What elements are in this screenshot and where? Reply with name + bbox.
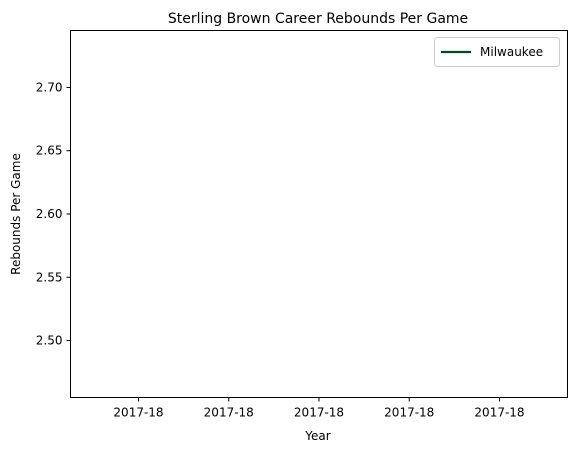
y-tick-label: 2.60 xyxy=(36,207,63,221)
legend-label-milwaukee: Milwaukee xyxy=(480,45,543,59)
x-tick-label: 2017-18 xyxy=(113,406,163,420)
x-tick-label: 2017-18 xyxy=(384,406,434,420)
plot-area xyxy=(70,30,568,398)
x-axis: 2017-18 2017-18 2017-18 2017-18 2017-18 xyxy=(113,397,525,420)
y-tick-label: 2.55 xyxy=(36,270,63,284)
y-axis-label: Rebounds Per Game xyxy=(9,153,23,275)
y-tick-label: 2.65 xyxy=(36,144,63,158)
chart-title: Sterling Brown Career Rebounds Per Game xyxy=(168,11,468,27)
x-tick-label: 2017-18 xyxy=(204,406,254,420)
x-axis-label: Year xyxy=(304,429,330,443)
x-tick-label: 2017-18 xyxy=(474,406,524,420)
y-axis: 2.50 2.55 2.60 2.65 2.70 xyxy=(36,80,71,348)
y-tick-label: 2.50 xyxy=(36,334,63,348)
y-tick-label: 2.70 xyxy=(36,80,63,94)
legend: Milwaukee xyxy=(434,37,560,67)
legend-box xyxy=(434,37,560,67)
x-tick-label: 2017-18 xyxy=(294,406,344,420)
